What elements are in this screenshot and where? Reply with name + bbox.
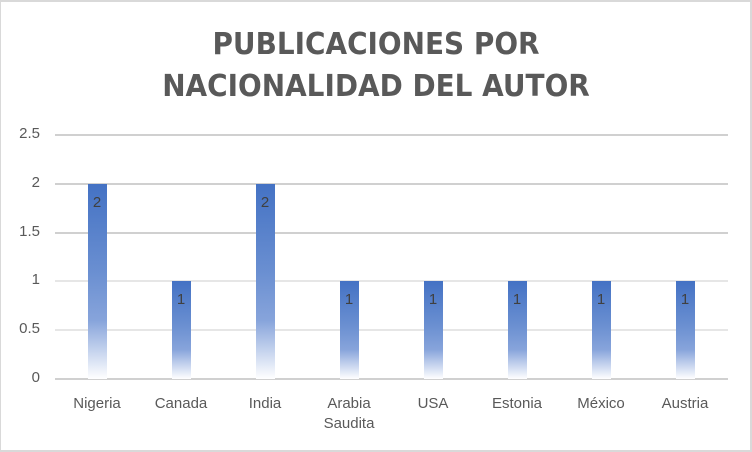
x-tick-label: Austria xyxy=(661,395,709,412)
data-label: 1 xyxy=(680,291,690,309)
bar[interactable]: 1 xyxy=(675,281,695,379)
gridline xyxy=(55,182,728,185)
bar[interactable]: 1 xyxy=(507,281,527,379)
y-tick-label: 1.5 xyxy=(19,222,40,240)
data-label: 2 xyxy=(92,193,102,211)
x-tick-label: México xyxy=(577,395,625,412)
data-label: 2 xyxy=(260,193,270,211)
gridline xyxy=(55,231,728,234)
y-tick-label: 1 xyxy=(31,271,40,289)
chart-title-line-2: NACIONALIDAD DEL AUTOR xyxy=(162,69,590,104)
bar[interactable]: 2 xyxy=(255,183,275,379)
gridline xyxy=(55,378,728,380)
x-tick-label: India xyxy=(248,395,282,412)
bar[interactable]: 1 xyxy=(423,281,443,379)
x-tick-label: Canada xyxy=(154,395,208,412)
y-tick-label: 2 xyxy=(31,173,40,191)
gridline xyxy=(55,134,728,136)
data-label: 1 xyxy=(512,291,522,309)
chart-title-line-1: PUBLICACIONES POR xyxy=(212,27,540,62)
data-label: 1 xyxy=(176,291,186,309)
x-tick-label: USA xyxy=(417,395,449,412)
gridline xyxy=(55,280,728,283)
y-tick-label: 2.5 xyxy=(19,125,40,142)
x-tick-label: Arabia Saudita xyxy=(323,395,375,432)
bar[interactable]: 1 xyxy=(171,281,191,379)
bar[interactable]: 2 xyxy=(87,183,107,379)
x-tick-label: Nigeria xyxy=(73,395,121,412)
chart-title: PUBLICACIONES POR NACIONALIDAD DEL AUTOR xyxy=(26,24,725,108)
y-tick-label: 0.5 xyxy=(19,320,40,338)
data-label: 1 xyxy=(428,291,438,309)
x-tick-label: Estonia xyxy=(491,395,543,412)
bar[interactable]: 1 xyxy=(591,281,611,379)
bar[interactable]: 1 xyxy=(339,281,359,379)
data-label: 1 xyxy=(344,291,354,309)
gridline xyxy=(55,329,728,332)
y-tick-label: 0 xyxy=(31,369,40,386)
data-label: 1 xyxy=(596,291,606,309)
